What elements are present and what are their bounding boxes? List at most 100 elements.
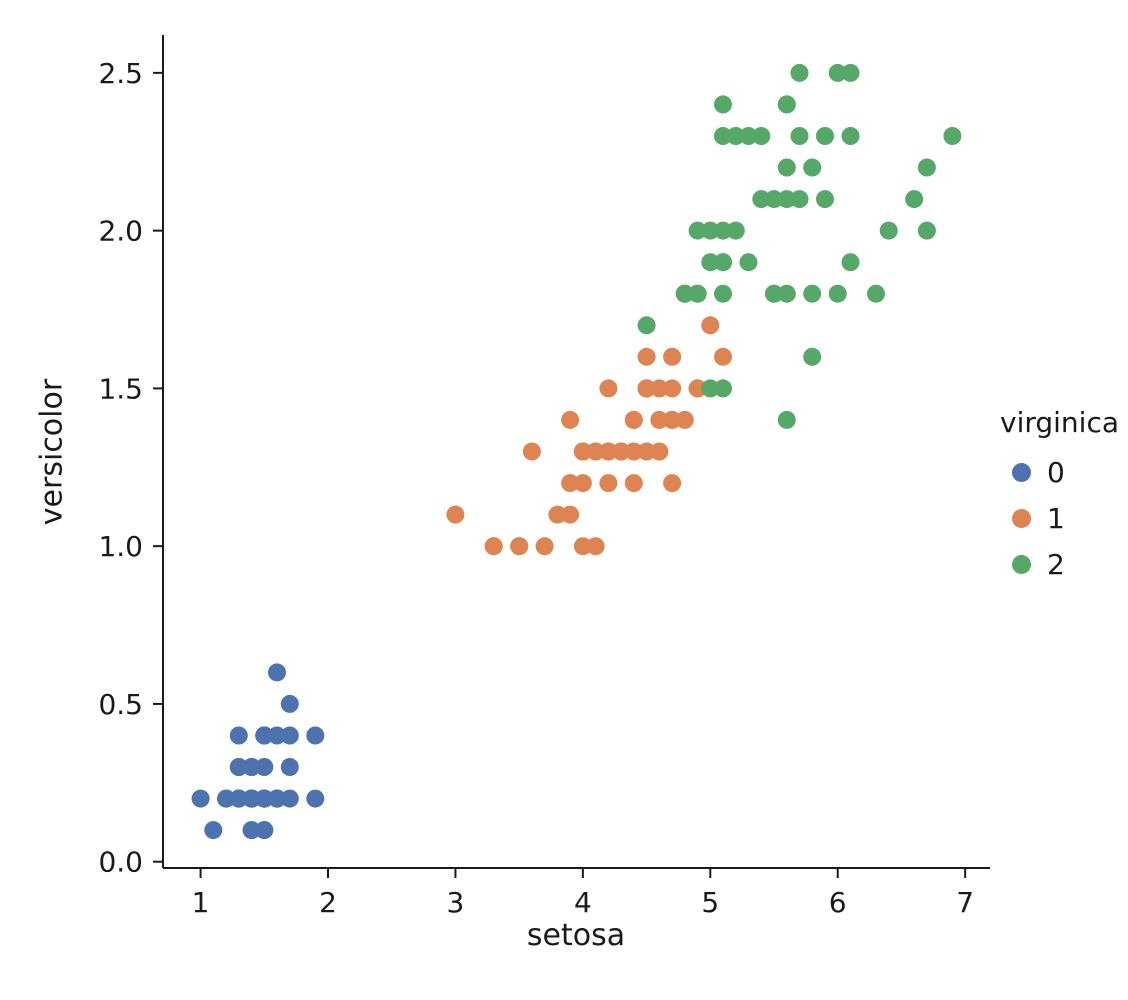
scatter-point-series-1 (573, 442, 592, 461)
scatter-point-series-2 (701, 379, 720, 398)
scatter-point-series-0 (306, 726, 325, 745)
scatter-point-series-2 (714, 379, 732, 398)
scatter-point-series-1 (637, 442, 656, 461)
scatter-point-series-2 (917, 158, 936, 177)
scatter-point-series-0 (191, 789, 210, 808)
scatter-point-series-1 (663, 379, 682, 398)
scatter-point-series-2 (841, 253, 860, 272)
scatter-point-series-0 (242, 821, 261, 840)
scatter-point-series-0 (242, 789, 261, 808)
scatter-point-series-1 (561, 410, 580, 429)
scatter-point-series-1 (624, 474, 643, 493)
legend-swatch-icon (1012, 554, 1031, 574)
scatter-point-series-2 (828, 63, 847, 82)
x-axis-label: setosa (526, 918, 626, 953)
scatter-point-series-2 (790, 190, 809, 209)
scatter-point-series-2 (752, 190, 771, 209)
scatter-point-series-1 (522, 442, 541, 461)
scatter-point-series-2 (816, 190, 834, 209)
scatter-point-series-1 (573, 474, 592, 493)
scatter-point-series-2 (765, 190, 783, 209)
scatter-point-series-0 (255, 789, 274, 808)
scatter-point-series-1 (510, 537, 529, 556)
scatter-point-series-2 (803, 284, 822, 303)
scatter-point-series-1 (599, 379, 618, 398)
legend-item-2: 2 (1000, 541, 1119, 587)
scatter-point-series-2 (714, 284, 732, 303)
legend-item-0: 0 (1000, 449, 1119, 495)
scatter-point-series-2 (777, 190, 796, 209)
scatter-point-series-1 (535, 537, 554, 556)
scatter-point-series-2 (714, 127, 732, 145)
scatter-point-series-2 (777, 95, 796, 114)
scatter-point-series-0 (229, 789, 248, 808)
scatter-point-series-2 (739, 253, 758, 272)
x-tick-label: 2 (319, 886, 337, 919)
scatter-point-series-2 (867, 284, 885, 303)
scatter-point-series-1 (637, 347, 656, 366)
legend-item-1: 1 (1000, 495, 1119, 541)
y-tick-label: 0.5 (98, 688, 143, 721)
scatter-point-series-0 (217, 789, 236, 808)
scatter-point-series-2 (777, 410, 796, 429)
scatter-point-series-0 (255, 726, 274, 745)
scatter-point-series-2 (714, 253, 732, 272)
scatter-point-series-2 (714, 95, 732, 114)
legend-items: 0 1 2 (1000, 449, 1119, 587)
legend-title: virginica (1000, 406, 1119, 439)
y-tick-label: 1.5 (98, 372, 143, 405)
scatter-point-series-1 (663, 347, 682, 366)
scatter-point-series-2 (879, 221, 898, 240)
x-tick-label: 7 (956, 886, 974, 919)
scatter-point-series-2 (637, 316, 656, 335)
scatter-point-series-1 (663, 410, 682, 429)
scatter-point-series-0 (268, 663, 286, 682)
scatter-point-series-1 (637, 379, 656, 398)
scatter-point-series-1 (650, 442, 669, 461)
y-tick-label: 2.0 (98, 215, 143, 248)
legend-item-label: 2 (1047, 547, 1065, 581)
legend-swatch-icon (1012, 462, 1031, 482)
scatter-point-series-2 (777, 158, 796, 177)
legend-item-label: 0 (1047, 455, 1065, 489)
scatter-point-series-2 (841, 63, 860, 82)
scatter-point-series-2 (701, 221, 720, 240)
scatter-point-series-1 (650, 379, 669, 398)
scatter-point-series-1 (624, 410, 643, 429)
y-tick-label: 0.0 (98, 846, 143, 879)
scatter-point-series-2 (714, 221, 732, 240)
scatter-point-series-2 (688, 221, 707, 240)
scatter-point-series-0 (280, 789, 299, 808)
scatter-point-series-2 (917, 221, 936, 240)
x-tick-label: 3 (447, 886, 465, 919)
scatter-point-series-0 (242, 758, 261, 776)
scatter-point-series-0 (280, 758, 299, 776)
scatter-point-series-1 (586, 537, 605, 556)
scatter-point-series-2 (726, 127, 745, 145)
scatter-point-series-1 (714, 347, 732, 366)
scatter-point-series-0 (306, 789, 325, 808)
scatter-point-series-0 (255, 821, 274, 840)
scatter-point-series-1 (650, 410, 669, 429)
scatter-point-series-1 (663, 474, 682, 493)
scatter-point-series-2 (701, 253, 720, 272)
scatter-point-series-0 (255, 758, 274, 776)
scatter-point-series-2 (905, 190, 924, 209)
x-tick-label: 6 (829, 886, 847, 919)
scatter-point-series-1 (599, 474, 618, 493)
scatter-point-series-2 (752, 127, 771, 145)
scatter-point-series-1 (561, 474, 580, 493)
scatter-point-series-1 (573, 537, 592, 556)
scatter-point-series-1 (586, 442, 605, 461)
scatter-point-series-1 (599, 442, 618, 461)
scatter-point-series-2 (803, 158, 822, 177)
scatter-point-series-2 (828, 284, 847, 303)
scatter-point-series-2 (688, 284, 707, 303)
x-tick-label: 1 (192, 886, 210, 919)
scatter-point-series-1 (484, 537, 503, 556)
x-tick-label: 5 (701, 886, 719, 919)
scatter-point-series-1 (688, 379, 707, 398)
y-tick-label: 1.0 (98, 530, 143, 563)
scatter-point-series-2 (790, 127, 809, 145)
